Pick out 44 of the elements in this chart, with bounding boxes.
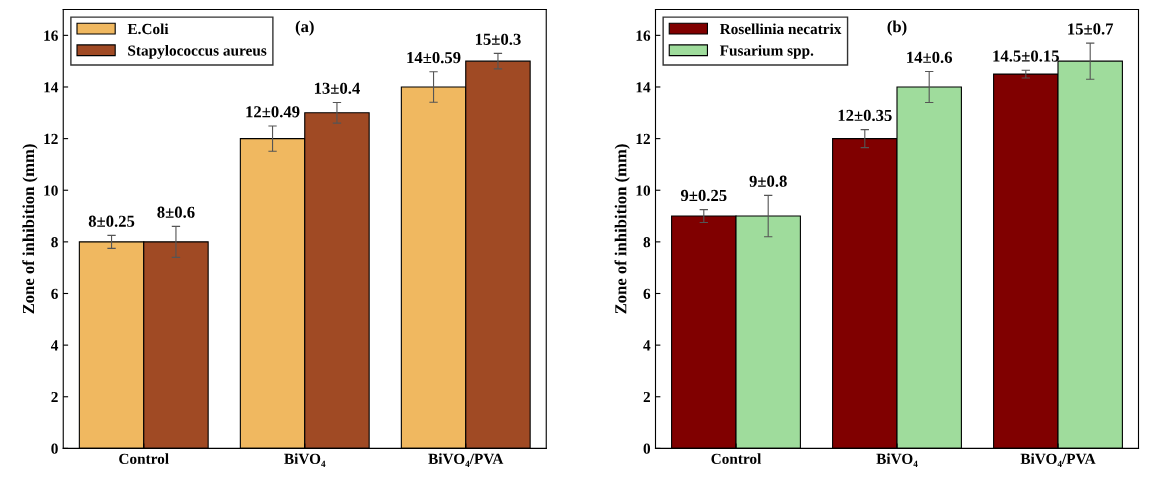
y-tick-label: 2 — [643, 391, 650, 403]
y-tick-label: 4 — [50, 340, 59, 351]
annotation: (a) — [295, 20, 314, 36]
legend-label: E.Coli — [127, 23, 169, 35]
y-tick-label: 12 — [636, 133, 650, 144]
data-label: 9±0.8 — [749, 175, 787, 187]
y-tick-label: 0 — [51, 443, 58, 454]
y-tick-label: 10 — [636, 185, 651, 196]
data-label: 15±0.3 — [475, 33, 521, 45]
data-label: 14±0.59 — [407, 51, 461, 64]
y-tick-label: 14 — [636, 82, 651, 93]
y-axis-title: Zone of inhibition (mm) — [22, 144, 38, 314]
data-label: 8±0.25 — [88, 215, 135, 227]
y-tick-label: 4 — [643, 340, 651, 351]
data-label: 15±0.7 — [1068, 23, 1114, 35]
y-tick-label: 10 — [44, 185, 58, 196]
data-label: 8±0.6 — [157, 206, 195, 218]
x-tick-label: Control — [711, 453, 762, 464]
y-tick-label: 14 — [44, 82, 59, 93]
data-label: 12±0.35 — [838, 109, 892, 122]
data-label: 14±0.6 — [907, 51, 953, 64]
y-axis-title: Zone of inhibition (mm) — [614, 144, 630, 314]
y-tick-label: 8 — [51, 237, 58, 248]
x-tick-label: BiVO₄ — [284, 453, 326, 467]
y-tick-label: 6 — [643, 288, 651, 299]
x-tick-label: BiVO₄/PVA — [1020, 453, 1096, 467]
data-label: 14.5±0.15 — [993, 50, 1059, 62]
x-tick-label: BiVO₄/PVA — [428, 453, 504, 467]
y-tick-label: 16 — [44, 30, 58, 41]
data-label: 9±0.25 — [680, 189, 727, 202]
data-label: 12±0.49 — [246, 106, 300, 118]
annotation: (b) — [887, 20, 907, 36]
legend-label: Rosellinia necatrix — [719, 23, 842, 35]
x-tick-label: BiVO₄ — [876, 453, 918, 467]
y-tick-label: 0 — [643, 443, 651, 454]
y-tick-label: 8 — [643, 237, 651, 248]
y-tick-label: 6 — [51, 288, 58, 299]
data-label: 13±0.4 — [314, 82, 360, 94]
y-tick-label: 2 — [51, 391, 58, 403]
legend-label: Fusarium spp. — [719, 44, 814, 59]
legend-label: Stapylococcus aureus — [128, 44, 267, 59]
x-tick-label: Control — [119, 453, 169, 464]
y-tick-label: 16 — [636, 30, 651, 41]
y-tick-label: 12 — [44, 133, 58, 144]
